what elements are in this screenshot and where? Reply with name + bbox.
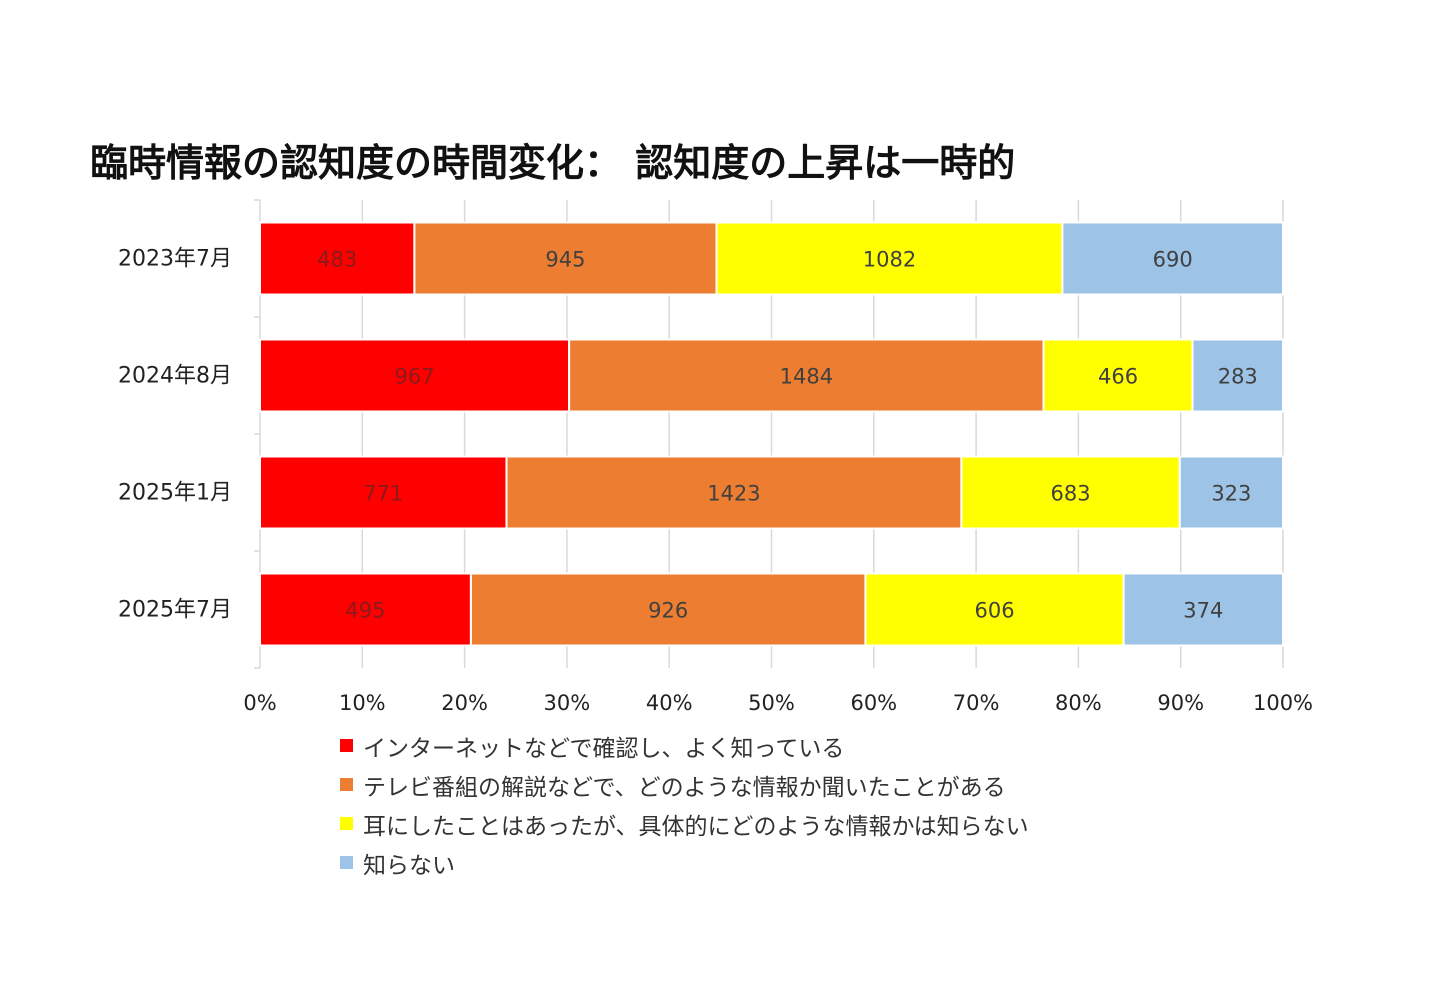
data-label: 683 xyxy=(1051,482,1091,506)
data-label: 926 xyxy=(648,599,688,623)
bar-segment xyxy=(259,572,472,647)
x-tick-label: 100% xyxy=(1253,691,1313,715)
data-label: 771 xyxy=(363,482,403,506)
data-label: 1082 xyxy=(863,248,916,272)
x-tick-label: 80% xyxy=(1055,691,1102,715)
data-label: 483 xyxy=(317,248,357,272)
bar-segment xyxy=(1061,221,1285,296)
legend-label: テレビ番組の解説などで、どのような情報か聞いたことがある xyxy=(363,774,1006,801)
data-label: 495 xyxy=(345,599,385,623)
x-tick-label: 50% xyxy=(748,691,795,715)
x-tick-label: 60% xyxy=(850,691,897,715)
data-label: 466 xyxy=(1098,365,1138,389)
bar-segment xyxy=(1191,338,1285,413)
bar-segment xyxy=(1122,572,1285,647)
x-tick-label: 0% xyxy=(243,691,276,715)
x-tick-label: 10% xyxy=(339,691,386,715)
bar-segment xyxy=(413,221,718,296)
legend-item: 耳にしたことはあったが、具体的にどのような情報かは知らない xyxy=(340,804,1029,843)
y-category-label: 2025年1月 xyxy=(118,481,232,506)
legend-item: インターネットなどで確認し、よく知っている xyxy=(340,726,1029,765)
bar-segment xyxy=(259,221,416,296)
bar-segment xyxy=(715,221,1064,296)
legend-label: インターネットなどで確認し、よく知っている xyxy=(363,735,845,762)
x-tick-label: 70% xyxy=(953,691,1000,715)
legend-item: 知らない xyxy=(340,843,1029,882)
y-category-label: 2025年7月 xyxy=(118,598,232,623)
bar-segment xyxy=(1178,455,1285,530)
chart-title: 臨時情報の認知度の時間変化： 認知度の上昇は一時的 xyxy=(90,141,1016,185)
data-label: 945 xyxy=(545,248,585,272)
y-category-label: 2023年7月 xyxy=(118,247,232,272)
bar-segment xyxy=(1042,338,1194,413)
data-label: 1484 xyxy=(780,365,833,389)
data-label: 967 xyxy=(395,365,435,389)
data-label: 323 xyxy=(1211,482,1251,506)
data-label: 690 xyxy=(1153,248,1193,272)
legend-label: 耳にしたことはあったが、具体的にどのような情報かは知らない xyxy=(363,813,1029,840)
data-label: 1423 xyxy=(707,482,760,506)
legend-swatch xyxy=(340,778,353,791)
legend-swatch xyxy=(340,817,353,830)
chart-legend: インターネットなどで確認し、よく知っているテレビ番組の解説などで、どのような情報… xyxy=(340,726,1029,882)
x-tick-label: 40% xyxy=(646,691,693,715)
bar-segment xyxy=(864,572,1125,647)
legend-label: 知らない xyxy=(363,852,455,879)
bar-segment xyxy=(505,455,963,530)
x-tick-label: 90% xyxy=(1157,691,1204,715)
legend-swatch xyxy=(340,856,353,869)
data-label: 606 xyxy=(975,599,1015,623)
data-label: 374 xyxy=(1183,599,1223,623)
legend-item: テレビ番組の解説などで、どのような情報か聞いたことがある xyxy=(340,765,1029,804)
x-tick-label: 20% xyxy=(441,691,488,715)
x-tick-label: 30% xyxy=(544,691,591,715)
bar-segment xyxy=(469,572,867,647)
data-label: 283 xyxy=(1218,365,1258,389)
y-category-label: 2024年8月 xyxy=(118,364,232,389)
bar-segment xyxy=(259,338,571,413)
bar-segment xyxy=(568,338,1045,413)
legend-swatch xyxy=(340,739,353,752)
